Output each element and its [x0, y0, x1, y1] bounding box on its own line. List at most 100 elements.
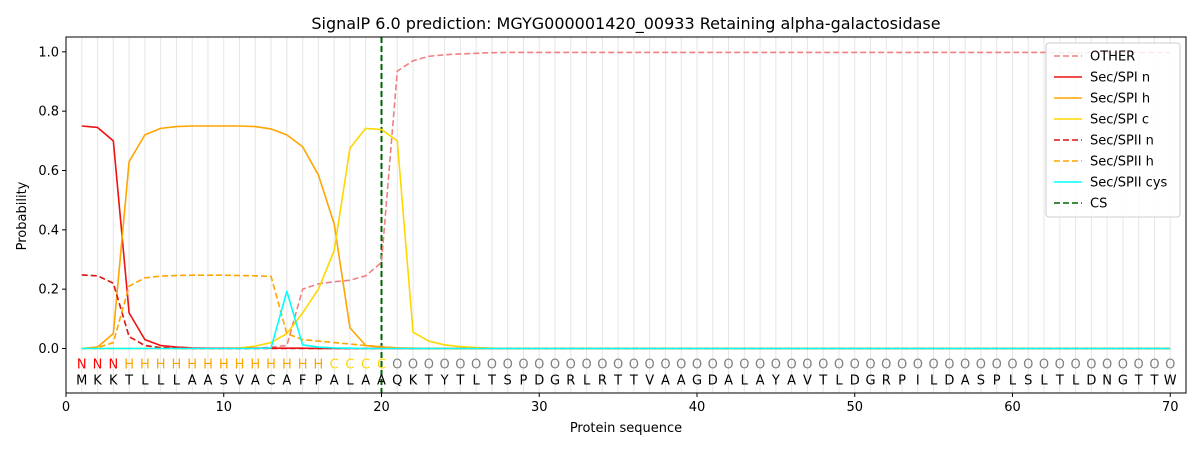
region-label: H — [219, 357, 229, 372]
region-label: O — [550, 357, 560, 372]
region-label: O — [518, 357, 528, 372]
region-label: O — [1055, 357, 1065, 372]
region-label: O — [771, 357, 781, 372]
grid-layer — [81, 37, 1171, 393]
residue-label: T — [629, 374, 638, 389]
residue-label: A — [787, 374, 796, 389]
residue-label: A — [282, 374, 291, 389]
residue-label: G — [692, 374, 702, 389]
region-label: O — [992, 357, 1002, 372]
legend-entry-label: Sec/SPII n — [1090, 134, 1154, 149]
residue-label: L — [1009, 374, 1017, 389]
region-label: O — [976, 357, 986, 372]
region-label: N — [93, 357, 103, 372]
y-tick-label: 0.0 — [38, 342, 59, 357]
region-label: O — [897, 357, 907, 372]
y-tick-label: 0.2 — [38, 283, 59, 298]
region-label: O — [597, 357, 607, 372]
region-label: O — [723, 357, 733, 372]
residue-label: R — [598, 374, 607, 389]
region-label: O — [739, 357, 749, 372]
residue-label: A — [677, 374, 686, 389]
region-label: O — [392, 357, 402, 372]
residue-label: L — [1072, 374, 1080, 389]
residue-label: L — [157, 374, 165, 389]
legend-entry-label: Sec/SPII cys — [1090, 176, 1168, 191]
residue-label: R — [882, 374, 891, 389]
residue-label: T — [424, 374, 433, 389]
residue-label: P — [993, 374, 1001, 389]
region-label: O — [581, 357, 591, 372]
residue-label: L — [173, 374, 181, 389]
residue-label: L — [741, 374, 749, 389]
residue-label: D — [944, 374, 954, 389]
residue-label: A — [188, 374, 197, 389]
region-label: O — [787, 357, 797, 372]
region-label: O — [629, 357, 639, 372]
x-tick-label: 30 — [531, 400, 548, 415]
residue-label: L — [930, 374, 938, 389]
residue-label: T — [818, 374, 827, 389]
residue-label: S — [504, 374, 512, 389]
residue-label: S — [977, 374, 985, 389]
residue-label: A — [330, 374, 339, 389]
residue-label: L — [1040, 374, 1048, 389]
region-label: N — [77, 357, 87, 372]
legend-entry-label: CS — [1090, 197, 1107, 212]
x-tick-label: 10 — [215, 400, 232, 415]
region-label: O — [818, 357, 828, 372]
region-label: O — [755, 357, 765, 372]
residue-label: K — [409, 374, 418, 389]
region-label: H — [203, 357, 213, 372]
residue-label: P — [314, 374, 322, 389]
residue-label: T — [1055, 374, 1064, 389]
region-label: C — [377, 357, 386, 372]
region-label: O — [534, 357, 544, 372]
region-label: H — [235, 357, 245, 372]
residue-label: F — [299, 374, 306, 389]
residue-label: I — [916, 374, 920, 389]
region-label: O — [424, 357, 434, 372]
region-label: O — [708, 357, 718, 372]
residue-label: R — [566, 374, 575, 389]
residue-label: G — [865, 374, 875, 389]
region-label: H — [140, 357, 150, 372]
residue-label: D — [850, 374, 860, 389]
legend: OTHER Sec/SPI n Sec/SPI h Sec/SPI c Sec/SPII… — [1045, 42, 1181, 218]
region-label: O — [913, 357, 923, 372]
y-tick-label: 0.8 — [38, 105, 59, 120]
region-label: O — [1102, 357, 1112, 372]
residue-label: D — [534, 374, 544, 389]
residue-label: S — [220, 374, 228, 389]
residue-label: A — [361, 374, 370, 389]
y-tick-label: 0.6 — [38, 164, 59, 179]
region-label: O — [1149, 357, 1159, 372]
residue-label: Q — [392, 374, 402, 389]
residue-label: A — [204, 374, 213, 389]
region-label: O — [439, 357, 449, 372]
region-label: O — [408, 357, 418, 372]
region-label: O — [487, 357, 497, 372]
axis-layer: 0 10 20 30 40 50 60 70 0.0 0.2 0.4 0.6 0.8 1.0 — [38, 45, 1178, 415]
region-label: O — [802, 357, 812, 372]
residue-label: A — [377, 374, 386, 389]
legend-entry-label: Sec/SPI h — [1090, 92, 1150, 107]
x-tick-label: 70 — [1162, 400, 1179, 415]
residue-label: W — [1164, 374, 1177, 389]
x-tick-label: 20 — [373, 400, 390, 415]
x-tick-label: 50 — [846, 400, 863, 415]
region-label: O — [1118, 357, 1128, 372]
region-label: O — [944, 357, 954, 372]
region-label: O — [960, 357, 970, 372]
residue-label: C — [267, 374, 276, 389]
region-label: H — [314, 357, 324, 372]
x-tick-label: 40 — [689, 400, 706, 415]
region-label: O — [928, 357, 938, 372]
y-tick-label: 1.0 — [38, 45, 59, 60]
region-label: H — [124, 357, 134, 372]
residue-label: M — [76, 374, 87, 389]
residue-label: A — [756, 374, 765, 389]
region-label: O — [865, 357, 875, 372]
legend-box — [1045, 42, 1181, 218]
residue-label: V — [235, 374, 244, 389]
